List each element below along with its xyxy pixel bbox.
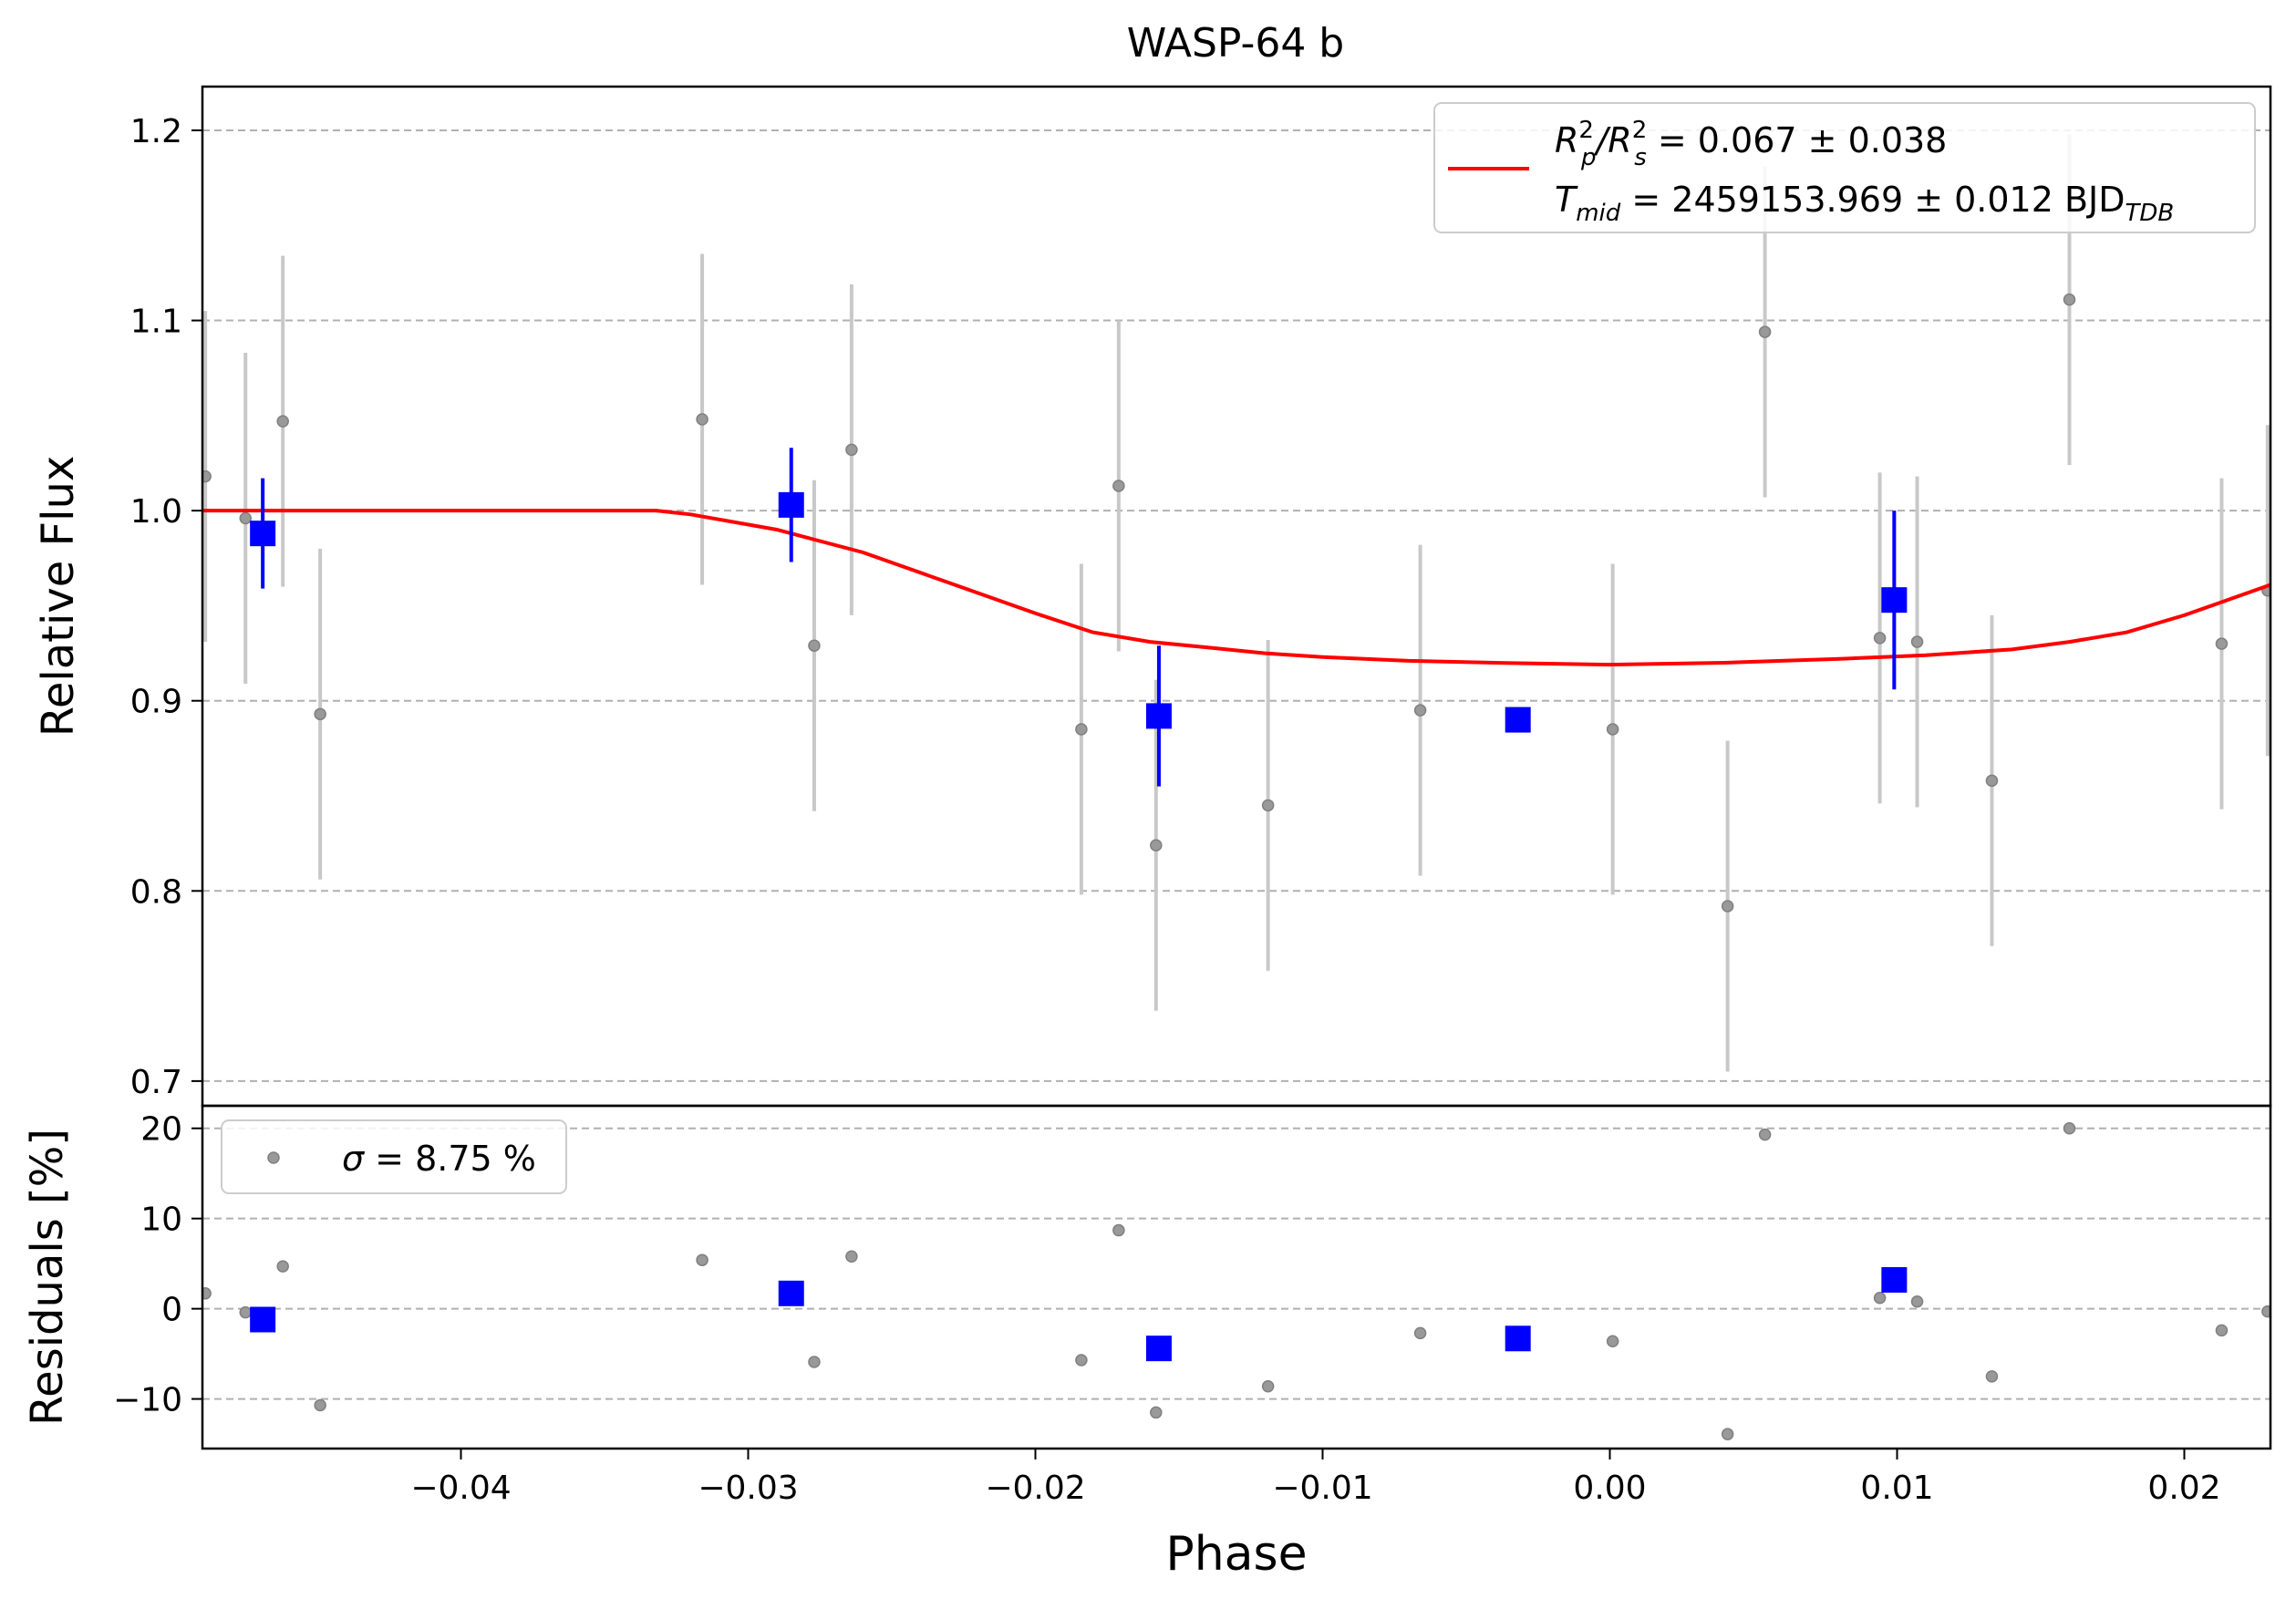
data-point — [314, 707, 326, 721]
data-point — [1075, 723, 1088, 736]
residual-point — [2261, 1305, 2270, 1318]
residual-point — [1261, 1379, 1275, 1393]
residual-point — [1150, 1406, 1163, 1419]
residual-point — [845, 1250, 858, 1263]
residual-point — [1910, 1294, 1924, 1308]
data-point — [276, 415, 289, 428]
legend-tmid-label: Tmid = 2459153.969 ± 0.012 BJDTDB — [1555, 180, 2174, 227]
main-y-axis-label: Relative Flux — [33, 456, 84, 737]
main-y-ticks: 0.7 0.8 0.9 1.0 1.1 1.2 — [130, 113, 202, 1101]
residual-point — [696, 1253, 708, 1266]
main-binned-points — [250, 448, 1908, 787]
data-point — [1910, 635, 1924, 648]
main-y-tick-label: 0.9 — [130, 684, 182, 721]
data-point — [1112, 480, 1125, 492]
data-point — [1758, 325, 1772, 338]
legend-depth-label: R2 p/R2 s = 0.067 ± 0.038 — [1555, 117, 1947, 171]
data-point — [2063, 293, 2076, 306]
data-point — [808, 639, 821, 652]
data-point — [2215, 637, 2229, 650]
x-tick-label: 0.01 — [1860, 1470, 1933, 1507]
residual-point — [1985, 1370, 1999, 1383]
binned-point — [250, 521, 276, 547]
residual-binned-point — [1145, 1336, 1172, 1362]
main-y-tick-label: 0.7 — [130, 1064, 182, 1101]
binned-point — [1881, 587, 1908, 614]
residual-point — [1606, 1335, 1619, 1348]
main-legend: R2 p/R2 s = 0.067 ± 0.038 Tmid = 2459153.9… — [1433, 102, 2256, 233]
main-y-tick-label: 0.8 — [130, 873, 182, 911]
data-point — [1985, 774, 1999, 788]
residual-binned-point — [1505, 1325, 1531, 1352]
main-panel: 0.7 0.8 0.9 1.0 1.1 1.2 Relative Flux R2 p/R2 s… — [33, 85, 2272, 1108]
binned-point — [1145, 703, 1172, 729]
transit-model-line — [202, 509, 2270, 667]
residual-point — [202, 1287, 212, 1300]
legend-sigma-label: σ = 8.75 % — [342, 1139, 536, 1179]
x-axis-label: Phase — [1165, 1527, 1307, 1582]
main-y-tick-label: 1.2 — [130, 113, 182, 150]
residuals-y-tick-label: 0 — [161, 1292, 182, 1329]
residual-point — [239, 1305, 252, 1319]
residuals-gridlines — [202, 1127, 2270, 1400]
residuals-y-tick-label: −10 — [113, 1382, 182, 1419]
residual-point — [314, 1398, 326, 1412]
data-point — [1721, 900, 1734, 913]
x-tick-label: 0.00 — [1573, 1470, 1646, 1507]
residual-point — [808, 1356, 821, 1368]
binned-point — [1505, 707, 1531, 733]
residual-point — [1873, 1292, 1887, 1305]
residuals-y-axis-label: Residuals [%] — [22, 1129, 73, 1426]
residual-point — [2215, 1324, 2229, 1337]
residuals-panel: −10 0 10 20 −0.04 −0.03 −0.02 −0.01 0.00 0.01 0.0… — [22, 1104, 2272, 1582]
data-point — [845, 443, 858, 457]
residuals-binned-points — [250, 1266, 1908, 1362]
legend-data-swatch — [267, 1151, 280, 1164]
residual-point — [1758, 1128, 1772, 1141]
data-point — [1261, 799, 1275, 812]
x-tick-label: −0.04 — [410, 1470, 511, 1507]
main-model-curve — [202, 509, 2270, 667]
residuals-legend: σ = 8.75 % — [221, 1119, 567, 1194]
data-point — [1150, 839, 1163, 851]
residual-point — [1413, 1326, 1427, 1340]
residuals-legend-box — [221, 1119, 567, 1194]
residuals-y-tick-label: 10 — [140, 1202, 182, 1239]
residual-point — [1075, 1354, 1088, 1367]
residual-binned-point — [778, 1280, 804, 1306]
x-tick-label: 0.02 — [2147, 1470, 2220, 1507]
data-point — [696, 413, 708, 426]
residual-point — [1112, 1223, 1125, 1237]
residual-point — [1721, 1428, 1734, 1440]
main-y-tick-label: 1.0 — [130, 493, 182, 531]
residual-binned-point — [250, 1306, 276, 1333]
residual-point — [276, 1260, 289, 1273]
x-tick-label: −0.02 — [985, 1470, 1085, 1507]
data-point — [239, 511, 252, 525]
residual-point — [2063, 1121, 2076, 1135]
main-legend-box — [1433, 102, 2256, 233]
data-point — [1606, 723, 1619, 736]
x-tick-label: −0.03 — [698, 1470, 798, 1507]
residuals-x-ticks: −0.04 −0.03 −0.02 −0.01 0.00 0.01 0.02 — [410, 1449, 2221, 1507]
residuals-plot-frame — [201, 1104, 2272, 1450]
main-y-tick-label: 1.1 — [130, 304, 182, 341]
main-data-points — [202, 134, 2270, 1072]
residuals-data-points — [202, 1121, 2270, 1440]
data-point — [1413, 704, 1427, 717]
binned-point — [778, 491, 804, 518]
data-point — [1873, 632, 1887, 645]
residual-binned-point — [1881, 1266, 1908, 1293]
chart-title: WASP-64 b — [1127, 20, 1344, 67]
residuals-y-ticks: −10 0 10 20 — [113, 1111, 202, 1419]
x-tick-label: −0.01 — [1272, 1470, 1372, 1507]
data-point — [202, 469, 212, 483]
residuals-y-tick-label: 20 — [140, 1111, 182, 1149]
